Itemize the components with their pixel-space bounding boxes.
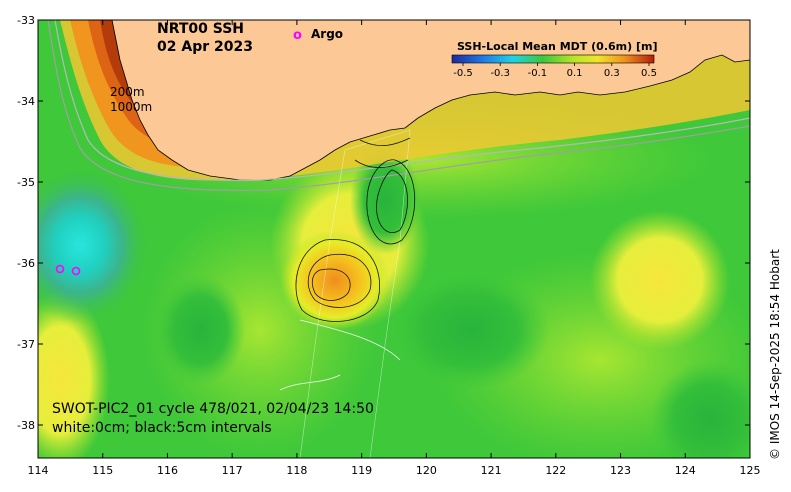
cool-eddy-b [350, 145, 420, 255]
colorbar-title: SSH-Local Mean MDT (0.6m) [m] [457, 40, 657, 53]
y-tick-label: -34 [17, 95, 35, 108]
x-axis: 114 115 116 117 118 119 120 121 122 123 124 125 [28, 20, 761, 477]
colorbar-tick-label: -0.5 [453, 68, 473, 79]
x-tick-label: 115 [92, 464, 113, 477]
x-tick-label: 125 [740, 464, 761, 477]
colorbar-ramp [451, 54, 655, 64]
x-tick-label: 123 [610, 464, 631, 477]
colorbar: SSH-Local Mean MDT (0.6m) [m] -0.5 -0.3 -0… [451, 40, 657, 79]
colorbar-tick-label: -0.1 [528, 68, 548, 79]
colorbar-tick-label: -0.3 [490, 68, 510, 79]
colorbar-tick-label: 0.5 [641, 68, 657, 79]
contour-1000m [47, 20, 750, 192]
x-tick-label: 121 [481, 464, 502, 477]
map-date: 02 Apr 2023 [157, 39, 253, 55]
x-tick-label: 119 [351, 464, 372, 477]
colorbar-tick-label: 0.1 [567, 68, 583, 79]
y-axis: -33 -34 -35 -36 -37 -38 [17, 14, 750, 432]
y-tick-label: -36 [17, 257, 35, 270]
contour-label-200m: 200m [110, 85, 145, 99]
yellow-west [38, 290, 110, 458]
x-tick-label: 118 [286, 464, 307, 477]
cool-eddy-a [155, 275, 245, 385]
x-tick-label: 122 [545, 464, 566, 477]
x-tick-label: 116 [157, 464, 178, 477]
swot-swath [279, 129, 416, 458]
cold-eddy [38, 165, 150, 325]
x-tick-label: 114 [28, 464, 49, 477]
x-tick-label: 117 [222, 464, 243, 477]
argo-legend-marker: o [293, 28, 302, 43]
contour-label-1000m: 1000m [110, 100, 152, 114]
x-tick-label: 124 [675, 464, 696, 477]
warm-eddy [280, 230, 390, 330]
x-tick-label: 120 [416, 464, 437, 477]
argo-float-marker [71, 266, 81, 276]
y-tick-label: -33 [17, 14, 35, 27]
plot-frame [37, 19, 751, 459]
swot-caption-line1: SWOT-PIC2_01 cycle 478/021, 02/04/23 14:… [52, 401, 374, 417]
argo-legend-label: Argo [311, 27, 343, 41]
yellow-east-eddy [590, 210, 730, 350]
y-tick-label: -35 [17, 176, 35, 189]
copyright-credit: © IMOS 14-Sep-2025 18:54 Hobart [768, 249, 782, 460]
contour-200m [54, 20, 750, 181]
cool-eddy-c [390, 270, 550, 390]
argo-float-marker [55, 264, 65, 274]
ssh-field [38, 20, 750, 458]
swot-caption-line2: white:0cm; black:5cm intervals [52, 420, 272, 436]
cool-eddy-d [650, 360, 750, 458]
y-tick-label: -37 [17, 338, 35, 351]
colorbar-tick-label: 0.3 [604, 68, 620, 79]
y-tick-label: -38 [17, 419, 35, 432]
map-product-title: NRT00 SSH [157, 21, 244, 37]
